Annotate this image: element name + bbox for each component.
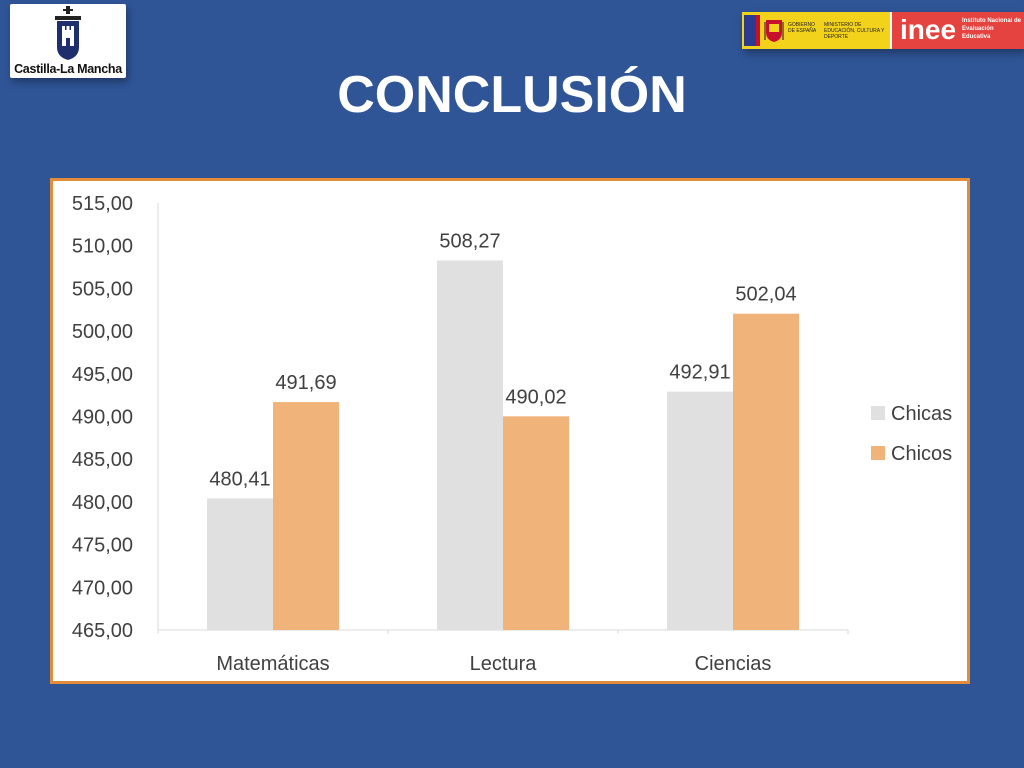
legend-label: Chicos	[891, 443, 952, 465]
chart-canvas: 465,00 470,00 475,00 480,00 485,00 490,00 495,…	[72, 193, 952, 675]
x-tick-label: Lectura	[470, 653, 538, 675]
bar-chicas-3	[667, 391, 733, 630]
x-tick-label: Matemáticas	[216, 653, 329, 675]
legend-label: Chicas	[891, 403, 952, 425]
data-label: 502,04	[735, 284, 796, 306]
bar-chicos-1	[273, 402, 339, 630]
y-tick-label: 490,00	[72, 407, 133, 429]
ministry-text: MINISTERIO DE EDUCACIÓN, CULTURA Y DEPOR…	[824, 22, 885, 40]
flag-stripe-icon	[756, 15, 760, 46]
y-tick-label: 475,00	[72, 535, 133, 557]
inee-logo: inee Instituto Nacional de Evaluación Ed…	[892, 12, 1024, 49]
data-label: 492,91	[669, 362, 730, 384]
flag-eu-icon	[744, 15, 756, 46]
slide-title: CONCLUSIÓN	[337, 66, 687, 124]
y-tick-label: 485,00	[72, 449, 133, 471]
legend-swatch-chicas	[871, 406, 885, 420]
bar-chicas-1	[207, 498, 273, 630]
y-tick-label: 470,00	[72, 577, 133, 599]
logo-left-text: Castilla-La Mancha	[14, 62, 122, 76]
y-tick-label: 480,00	[72, 492, 133, 514]
castilla-la-mancha-logo: Castilla-La Mancha	[10, 4, 126, 78]
inee-wordmark: inee	[900, 14, 957, 45]
y-tick-label: 465,00	[72, 620, 133, 642]
gobierno-espana-logo: GOBIERNO DE ESPAÑA MINISTERIO DE EDUCACI…	[742, 12, 890, 49]
y-tick-label: 500,00	[72, 321, 133, 343]
bar-chicos-3	[733, 313, 799, 630]
data-label: 491,69	[275, 372, 336, 394]
data-label: 480,41	[209, 468, 270, 490]
castle-crest-icon	[55, 6, 81, 60]
data-label: 490,02	[505, 386, 566, 408]
y-tick-label: 495,00	[72, 364, 133, 386]
bar-chicas-2	[437, 260, 503, 630]
bar-chicos-2	[503, 416, 569, 630]
y-tick-label: 505,00	[72, 278, 133, 300]
data-label: 508,27	[439, 230, 500, 252]
bar-chart: 465,00 470,00 475,00 480,00 485,00 490,00 495,…	[50, 178, 970, 684]
y-tick-label: 515,00	[72, 193, 133, 215]
coat-of-arms-icon	[764, 20, 784, 42]
legend-swatch-chicos	[871, 446, 885, 460]
inee-text: Instituto Nacional de Evaluación Educati…	[962, 18, 1022, 40]
y-tick-label: 510,00	[72, 236, 133, 258]
ministry-inee-logo: GOBIERNO DE ESPAÑA MINISTERIO DE EDUCACI…	[742, 12, 1024, 49]
x-tick-label: Ciencias	[695, 653, 772, 675]
gov-text: GOBIERNO DE ESPAÑA	[788, 22, 817, 34]
